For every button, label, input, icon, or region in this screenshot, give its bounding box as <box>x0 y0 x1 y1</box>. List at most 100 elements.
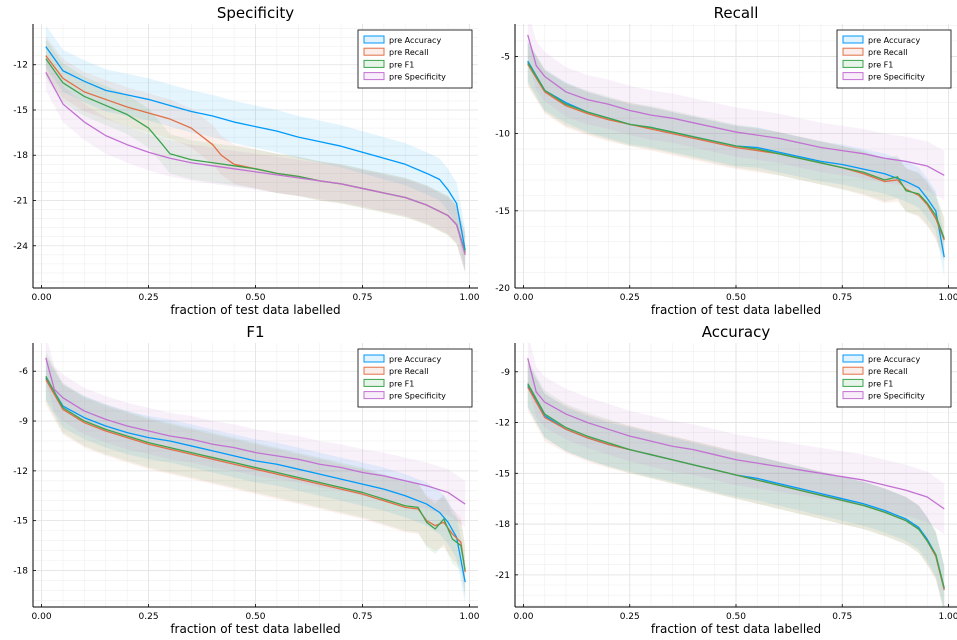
legend-label-1: pre Recall <box>389 367 429 376</box>
legend-swatch-1 <box>842 47 864 56</box>
y-tick-label: -10 <box>495 130 510 140</box>
series-ribbon-2 <box>45 351 466 596</box>
y-tick-label: -18 <box>13 566 28 576</box>
x-tick-label: 0.75 <box>832 293 852 303</box>
x-axis-label: fraction of test data labelled <box>651 303 821 317</box>
series-ribbon-2 <box>527 40 945 261</box>
y-tick-label: -9 <box>501 368 510 378</box>
legend-swatch-2 <box>842 378 864 387</box>
legend: pre Accuracy pre Recall pre F1 pre Specific… <box>836 29 952 89</box>
chart-panel-3: 0.00 0.25 0.50 0.75 1.00 -21 -18 -15 -12 -9 Accura… <box>495 323 957 636</box>
x-tick-label: 1.00 <box>459 293 479 303</box>
legend-label-0: pre Accuracy <box>389 36 441 45</box>
series-ribbon-0 <box>45 356 466 604</box>
chart-panel-1: 0.00 0.25 0.50 0.75 1.00 -20 -15 -10 -5 Recall fra… <box>495 4 957 317</box>
x-tick-label: 0.75 <box>832 612 852 622</box>
series-ribbon-3 <box>527 24 945 200</box>
y-tick-label: -15 <box>495 207 510 217</box>
legend-label-3: pre Specificity <box>389 392 446 401</box>
x-tick-label: 0.25 <box>139 612 159 622</box>
y-tick-label: -15 <box>13 106 28 116</box>
y-tick-label: -18 <box>13 151 28 161</box>
chart-panel-2: 0.00 0.25 0.50 0.75 1.00 -18 -15 -12 -9 -6 F1 fract… <box>13 323 479 636</box>
x-tick-label: 0.00 <box>513 293 533 303</box>
legend-label-1: pre Recall <box>868 48 908 57</box>
series-line-3 <box>527 358 945 510</box>
series-ribbon-1 <box>527 363 945 607</box>
x-tick-label: 0.50 <box>726 612 746 622</box>
y-tick-label: -20 <box>495 284 510 294</box>
legend-label-0: pre Accuracy <box>389 355 441 364</box>
x-tick-label: 0.50 <box>245 293 265 303</box>
legend-swatch-0 <box>842 354 864 363</box>
y-tick-label: -21 <box>495 571 510 581</box>
legend-box <box>357 348 473 408</box>
legend-label-2: pre F1 <box>389 60 414 69</box>
legend-swatch-1 <box>363 366 385 375</box>
legend-label-3: pre Specificity <box>868 73 925 82</box>
plot-data <box>527 343 945 607</box>
series-line-2 <box>527 383 945 589</box>
legend-swatch-0 <box>363 354 385 363</box>
legend-box <box>836 348 952 408</box>
legend: pre Accuracy pre Recall pre F1 pre Specific… <box>357 348 473 408</box>
y-tick-label: -24 <box>13 242 28 252</box>
series-line-3 <box>45 357 466 505</box>
series-ribbon-1 <box>45 36 466 273</box>
y-tick-label: -15 <box>13 517 28 527</box>
chart-title: Recall <box>714 4 759 22</box>
y-tick-label: -9 <box>19 417 28 427</box>
series-line-2 <box>45 375 466 571</box>
series-line-0 <box>45 377 466 583</box>
series-line-1 <box>45 379 466 573</box>
legend-swatch-3 <box>842 72 864 81</box>
y-tick-label: -21 <box>13 197 28 207</box>
plot-data <box>45 25 466 273</box>
legend-swatch-0 <box>363 35 385 44</box>
legend-swatch-1 <box>842 366 864 375</box>
x-axis-label: fraction of test data labelled <box>651 622 821 636</box>
plot-data <box>527 24 945 278</box>
legend-label-1: pre Recall <box>389 48 429 57</box>
x-tick-label: 0.75 <box>352 293 372 303</box>
x-axis-label: fraction of test data labelled <box>170 622 340 636</box>
x-tick-label: 0.50 <box>245 612 265 622</box>
legend-swatch-0 <box>842 35 864 44</box>
y-tick-label: -12 <box>13 61 28 71</box>
y-tick-label: -15 <box>495 469 510 479</box>
y-tick-label: -12 <box>13 467 28 477</box>
series-line-1 <box>527 63 945 241</box>
series-ribbon-0 <box>527 40 945 278</box>
series-line-2 <box>527 62 945 239</box>
x-tick-label: 0.25 <box>620 293 640 303</box>
legend-swatch-3 <box>363 391 385 400</box>
legend-label-0: pre Accuracy <box>868 355 920 364</box>
legend-swatch-2 <box>363 59 385 68</box>
legend-label-2: pre F1 <box>389 379 414 388</box>
x-tick-label: 0.75 <box>352 612 372 622</box>
x-tick-label: 0.00 <box>32 293 52 303</box>
legend-box <box>836 29 952 89</box>
x-tick-label: 1.00 <box>459 612 479 622</box>
chart-title: F1 <box>246 323 264 341</box>
series-line-3 <box>527 34 945 176</box>
x-tick-label: 0.50 <box>726 293 746 303</box>
series-ribbon-1 <box>527 42 945 262</box>
x-axis-label: fraction of test data labelled <box>170 303 340 317</box>
legend-label-3: pre Specificity <box>868 392 925 401</box>
y-tick-label: -12 <box>495 419 510 429</box>
series-ribbon-0 <box>527 363 945 607</box>
legend-label-0: pre Accuracy <box>868 36 920 45</box>
series-ribbon-2 <box>527 359 945 607</box>
series-ribbon-3 <box>45 54 466 273</box>
series-ribbon-3 <box>45 343 466 528</box>
x-tick-label: 1.00 <box>938 612 957 622</box>
y-tick-label: -6 <box>19 367 28 377</box>
legend-swatch-3 <box>842 391 864 400</box>
series-line-3 <box>45 71 466 255</box>
legend-swatch-2 <box>842 59 864 68</box>
series-ribbon-0 <box>45 25 466 272</box>
y-tick-label: -5 <box>501 52 510 62</box>
x-tick-label: 0.25 <box>139 293 159 303</box>
